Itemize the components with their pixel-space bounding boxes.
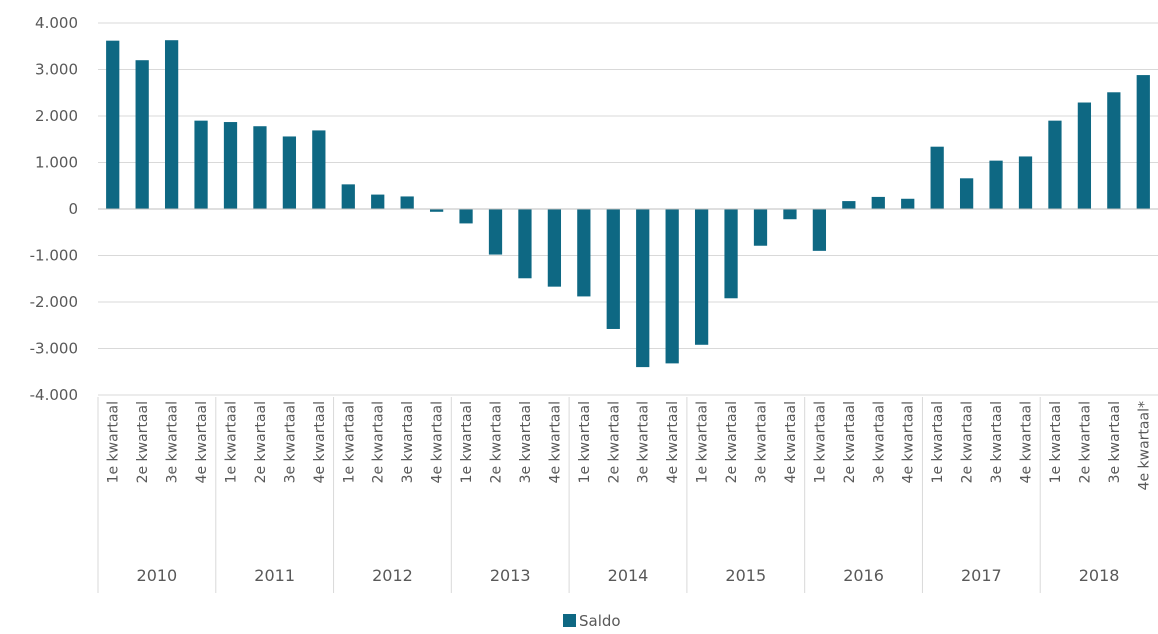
x-tick-label: 1e kwartaal [459,401,475,483]
bar [341,184,355,209]
bar [665,209,679,364]
bar [724,209,738,299]
x-tick-label: 3e kwartaal [871,401,887,483]
y-axis-tick-labels: 4.000 3.000 2.000 1.000 0 -1.000 -2.000 -3.000 -… [30,14,78,404]
bar [901,198,915,209]
x-tick-label: 1e kwartaal [106,401,122,483]
y-tick-label: -4.000 [30,386,78,404]
bar [312,130,326,209]
x-tick-label: 2e kwartaal [960,401,976,483]
bar [429,209,444,212]
bar [694,209,709,345]
bar [753,209,768,246]
gridlines [98,22,1158,396]
y-tick-label: -1.000 [30,247,78,265]
x-tick-label: 4e kwartaal [312,401,328,483]
x-tick-label: 2e kwartaal [724,401,740,483]
x-tick-label: 4e kwartaal [665,401,681,483]
x-tick-label: 1e kwartaal [812,401,828,483]
x-tick-label: 4e kwartaal [1019,401,1035,483]
x-tick-label: 1e kwartaal [577,401,593,483]
x-tick-label: 4e kwartaal* [1136,401,1152,490]
x-tick-label: 1e kwartaal [341,401,357,483]
bar [1136,75,1150,209]
x-tick-label: 3e kwartaal [754,401,770,483]
bar [135,60,149,210]
y-tick-label: 4.000 [35,14,78,32]
year-label: 2013 [490,566,531,585]
y-tick-label: 3.000 [35,61,78,79]
x-axis: 1e kwartaal 2e kwartaal 3e kwartaal 4e kwar… [97,397,1152,593]
x-tick-label: 1e kwartaal [930,401,946,483]
bar [1048,120,1062,209]
bar [371,194,385,209]
bar [400,196,414,209]
x-tick-label: 3e kwartaal [400,401,416,483]
bar [488,209,503,255]
x-tick-label: 2e kwartaal [135,401,151,483]
y-tick-label: -2.000 [30,293,78,311]
year-label: 2010 [137,566,178,585]
bar [606,209,620,329]
y-tick-label: -3.000 [30,340,78,358]
bars [106,40,1150,368]
x-tick-label: 1e kwartaal [695,401,711,483]
bar [164,40,179,209]
x-tick-label: 2e kwartaal [842,401,858,483]
y-tick-label: 2.000 [35,107,78,125]
bar [1107,92,1121,209]
legend-label-saldo: Saldo [579,612,621,630]
bar [871,196,885,209]
year-label: 2017 [961,566,1002,585]
legend-swatch-saldo [563,614,576,627]
x-tick-label: 1e kwartaal [224,401,240,483]
x-tick-label: 3e kwartaal [518,401,534,483]
x-tick-label: 4e kwartaal [430,401,446,483]
year-label: 2014 [608,566,649,585]
x-tick-label: 2e kwartaal [606,401,622,483]
x-tick-label: 4e kwartaal [783,401,799,483]
legend: Saldo [563,612,621,630]
bar [783,209,797,220]
bar [636,209,650,368]
year-label: 2016 [843,566,884,585]
bar [223,122,238,209]
x-tick-label: 2e kwartaal [253,401,269,483]
x-tick-label: 3e kwartaal [282,401,298,483]
bar [930,146,944,209]
bar [253,126,267,209]
year-label: 2015 [725,566,766,585]
bar [989,160,1003,209]
year-label: 2012 [372,566,413,585]
bar [282,136,297,209]
bar [842,201,856,209]
bar [959,178,974,209]
x-tick-label: 4e kwartaal [194,401,210,483]
bar [106,40,120,209]
x-tick-label: 3e kwartaal [165,401,181,483]
bar [459,209,473,224]
x-tick-label: 1e kwartaal [1048,401,1064,483]
y-tick-label: 1.000 [35,154,78,172]
bar [812,209,827,251]
bar [547,209,562,287]
bar [518,209,532,279]
x-tick-label: 2e kwartaal [1077,401,1093,483]
x-tick-label: 4e kwartaal [901,401,917,483]
x-tick-label: 4e kwartaal [547,401,563,483]
x-tick-label: 3e kwartaal [1107,401,1123,483]
bar [577,209,591,297]
x-tick-label: 3e kwartaal [636,401,652,483]
year-label: 2018 [1079,566,1120,585]
x-tick-label: 2e kwartaal [371,401,387,483]
bar [194,120,208,209]
x-tick-label: 2e kwartaal [489,401,505,483]
year-label: 2011 [254,566,295,585]
bar [1018,156,1033,209]
y-tick-label: 0 [68,200,78,218]
bar [1077,102,1092,209]
x-tick-label: 3e kwartaal [989,401,1005,483]
